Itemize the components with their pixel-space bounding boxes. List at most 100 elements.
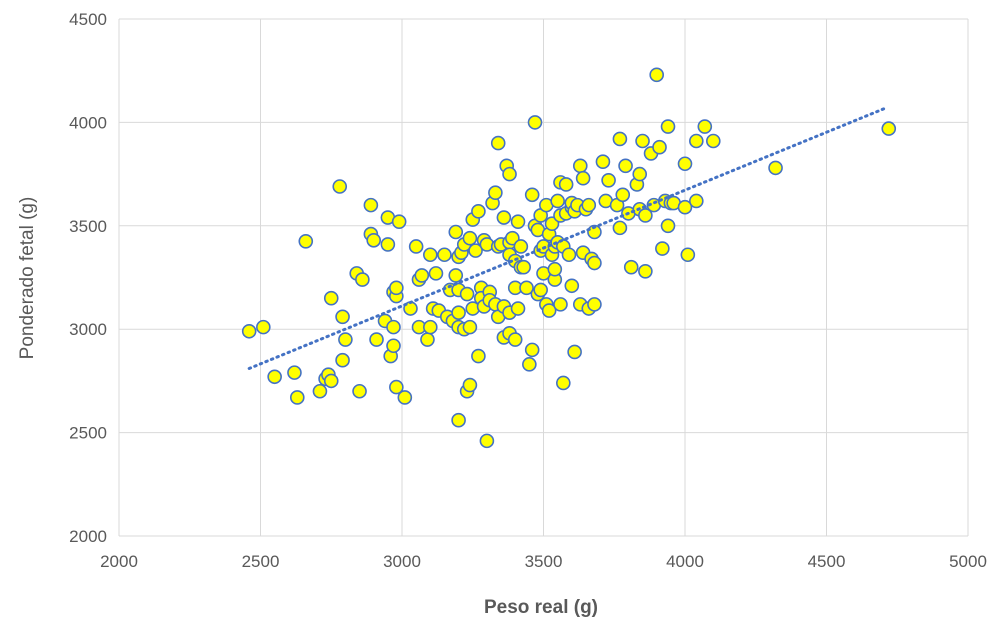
data-point: [524, 187, 540, 203]
data-point: [561, 247, 577, 263]
data-point: [507, 332, 523, 347]
data-point: [386, 319, 401, 335]
y-tick-label: 3000: [69, 320, 107, 339]
gridlines: [118, 18, 969, 537]
data-point: [533, 282, 548, 298]
data-point: [422, 319, 438, 335]
x-tick-label: 3000: [383, 552, 421, 571]
x-tick-label: 3500: [525, 552, 563, 571]
data-point: [488, 185, 503, 201]
data-point: [490, 135, 506, 151]
data-point: [572, 158, 588, 174]
data-point: [369, 332, 384, 347]
data-point: [510, 214, 526, 229]
data-point: [287, 365, 302, 380]
data-point: [471, 204, 486, 219]
data-point: [332, 179, 348, 194]
data-point: [660, 218, 676, 234]
data-point: [558, 177, 574, 192]
data-point: [587, 255, 602, 271]
y-tick-label: 3500: [69, 217, 107, 236]
data-point: [471, 348, 486, 364]
data-point: [697, 119, 713, 134]
data-point: [437, 247, 452, 263]
y-axis-title: Ponderado fetal (g): [17, 197, 38, 360]
data-point: [638, 263, 653, 279]
x-axis-title: Peso real (g): [484, 597, 598, 618]
data-point: [241, 323, 257, 339]
data-point: [660, 119, 676, 134]
data-point: [448, 224, 464, 240]
data-point: [527, 115, 543, 130]
data-point: [612, 131, 628, 147]
y-tick-label: 4500: [69, 10, 107, 29]
trendline-path: [247, 106, 888, 370]
data-point: [655, 241, 670, 256]
data-point: [451, 305, 466, 320]
x-tick-label: 2500: [242, 552, 280, 571]
data-point: [462, 377, 478, 393]
data-point: [366, 232, 382, 248]
y-tick-label: 4000: [69, 113, 107, 132]
data-point: [391, 214, 407, 229]
data-point: [615, 187, 631, 203]
data-point: [581, 197, 597, 213]
data-point: [649, 67, 665, 83]
data-point: [397, 390, 413, 405]
data-point: [352, 383, 367, 399]
data-point: [335, 309, 350, 325]
tick-labels: 2000 2500 3000 3500 4000 4500 5000 2000 2500 3000…: [69, 10, 987, 571]
y-tick-label: 2000: [69, 527, 107, 546]
data-point: [689, 193, 704, 209]
data-point: [414, 268, 430, 283]
data-point: [547, 261, 563, 277]
data-point: [705, 133, 721, 149]
data-point: [502, 166, 517, 182]
data-point: [550, 193, 565, 209]
data-point: [575, 170, 591, 186]
data-point: [677, 199, 693, 215]
data-point: [516, 259, 531, 275]
x-tick-label: 4000: [666, 552, 704, 571]
data-point: [519, 280, 534, 296]
data-point: [451, 412, 466, 428]
data-point: [428, 266, 444, 281]
data-point: [680, 247, 696, 263]
trendline: [247, 106, 888, 370]
data-point: [323, 290, 339, 306]
data-point: [312, 383, 328, 399]
data-point: [386, 338, 401, 354]
x-tick-label: 4500: [808, 552, 846, 571]
data-point: [335, 352, 350, 368]
data-point: [524, 342, 540, 358]
data-point: [595, 154, 611, 169]
data-point: [513, 239, 529, 254]
data-point: [479, 433, 495, 449]
x-tick-label: 2000: [100, 552, 138, 571]
data-point: [380, 237, 396, 252]
data-point: [408, 239, 424, 254]
data-point: [468, 243, 483, 258]
data-point: [389, 280, 404, 296]
data-point: [420, 332, 435, 347]
data-point: [601, 173, 616, 188]
data-point: [768, 160, 783, 176]
data-point: [448, 268, 464, 283]
data-point: [638, 208, 653, 223]
data-point: [459, 286, 475, 302]
x-tick-label: 5000: [949, 552, 987, 571]
data-point: [652, 139, 667, 155]
data-point: [618, 158, 633, 174]
data-point: [587, 224, 602, 240]
data-point: [564, 278, 580, 294]
data-point: [623, 259, 639, 275]
data-point: [677, 156, 693, 172]
data-point: [462, 230, 478, 246]
data-point: [323, 373, 339, 389]
data-point: [612, 220, 628, 236]
data-point: [496, 210, 512, 225]
data-point: [338, 332, 353, 347]
data-point: [541, 303, 557, 318]
data-point: [289, 390, 305, 405]
